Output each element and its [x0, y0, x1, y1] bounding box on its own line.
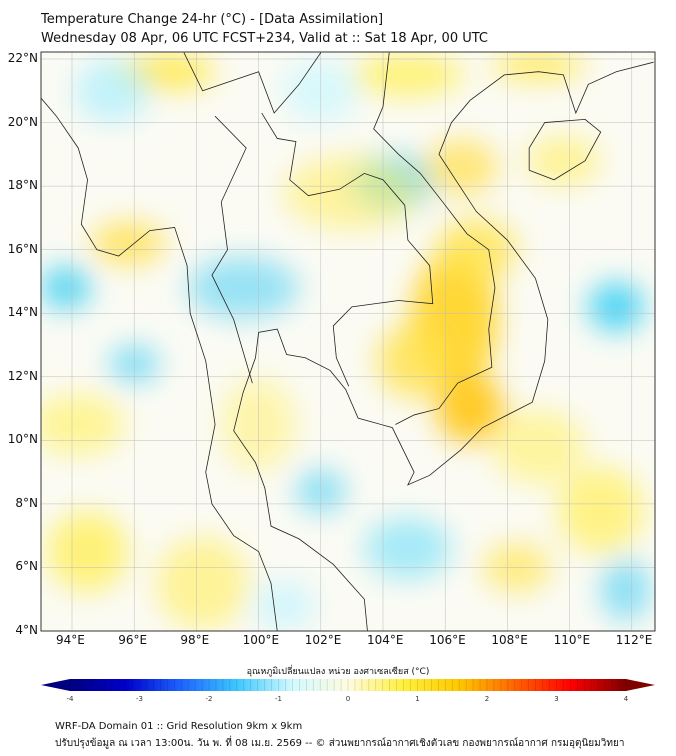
footer-model-info: WRF-DA Domain 01 :: Grid Resolution 9km … — [55, 721, 303, 732]
colorbar-tick-label: 0 — [346, 695, 350, 703]
longitude-label: 106°E — [429, 633, 466, 647]
anomaly-region — [187, 256, 299, 319]
anomaly-region — [376, 323, 452, 399]
latitude-label: 12°N — [7, 368, 38, 383]
anomaly-region — [526, 135, 601, 186]
colorbar-tick-label: -4 — [67, 695, 75, 703]
longitude-label: 98°E — [180, 633, 210, 647]
coastline-border — [233, 61, 654, 631]
anomaly-region — [75, 59, 150, 122]
colorbar-tick-label: -1 — [275, 695, 282, 703]
temperature-change-map — [40, 51, 656, 632]
colorbar-tick-label: 1 — [415, 695, 419, 703]
anomaly-region — [352, 53, 464, 97]
colorbar-tick-label: -2 — [206, 695, 213, 703]
coastline-border — [183, 52, 322, 114]
anomaly-region — [600, 558, 651, 621]
latitude-label: 14°N — [7, 305, 38, 320]
colorbar-tick-label: -3 — [136, 695, 143, 703]
longitude-label: 108°E — [491, 633, 528, 647]
map-title: Temperature Change 24-hr (°C) - [Data As… — [41, 12, 384, 27]
longitude-label: 94°E — [56, 633, 85, 647]
coastline-border — [41, 97, 278, 631]
colorbar-max-extend — [626, 679, 655, 691]
longitude-label: 104°E — [367, 633, 404, 647]
colorbar-tick-label: 4 — [624, 695, 629, 703]
latitude-label: 6°N — [15, 559, 38, 574]
anomaly-region — [435, 374, 505, 443]
coastline-border — [373, 52, 496, 425]
anomaly-region — [492, 52, 585, 81]
coastline-border — [528, 118, 602, 181]
colorbar-tick-label: 3 — [554, 695, 558, 703]
anomaly-region — [423, 139, 498, 195]
longitude-label: 112°E — [615, 633, 653, 647]
latitude-label: 22°N — [7, 51, 38, 65]
anomaly-region — [156, 536, 250, 630]
longitude-label: 96°E — [118, 633, 148, 647]
colorbar-tick-label: 2 — [485, 695, 489, 703]
latitude-label: 20°N — [7, 114, 38, 129]
footer-update-info: ปรับปรุงข้อมูล ณ เวลา 13:00น. วัน พ. ที่… — [55, 738, 625, 749]
anomaly-region — [90, 221, 166, 266]
latitude-label: 18°N — [7, 178, 38, 193]
anomaly-region — [364, 517, 452, 580]
latitude-label: 10°N — [7, 432, 38, 447]
coastline-border — [261, 112, 434, 387]
latitude-label: 16°N — [7, 241, 38, 256]
colorbar-label: อุณหภูมิเปลี่ยนแปลง หน่วย องศาเซลเซียส (… — [246, 667, 430, 677]
latitude-label: 8°N — [15, 495, 38, 510]
map-subtitle: Wednesday 08 Apr, 06 UTC FCST+234, Valid… — [41, 31, 488, 46]
anomaly-region — [492, 409, 585, 484]
anomaly-region — [252, 580, 315, 631]
latitude-label: 4°N — [15, 623, 38, 638]
longitude-label: 100°E — [242, 633, 280, 647]
map-frame — [40, 51, 656, 632]
coastline-border — [211, 115, 253, 384]
anomaly-region — [588, 282, 645, 332]
anomaly-region — [557, 466, 645, 554]
anomaly-region — [41, 266, 91, 310]
anomaly-region — [41, 393, 125, 456]
anomaly-region — [47, 511, 128, 592]
colorbar-gradient — [70, 679, 626, 691]
longitude-label: 102°E — [304, 633, 342, 647]
anomaly-region — [283, 155, 421, 230]
colorbar-min-extend — [41, 679, 70, 691]
longitude-label: 110°E — [553, 633, 591, 647]
